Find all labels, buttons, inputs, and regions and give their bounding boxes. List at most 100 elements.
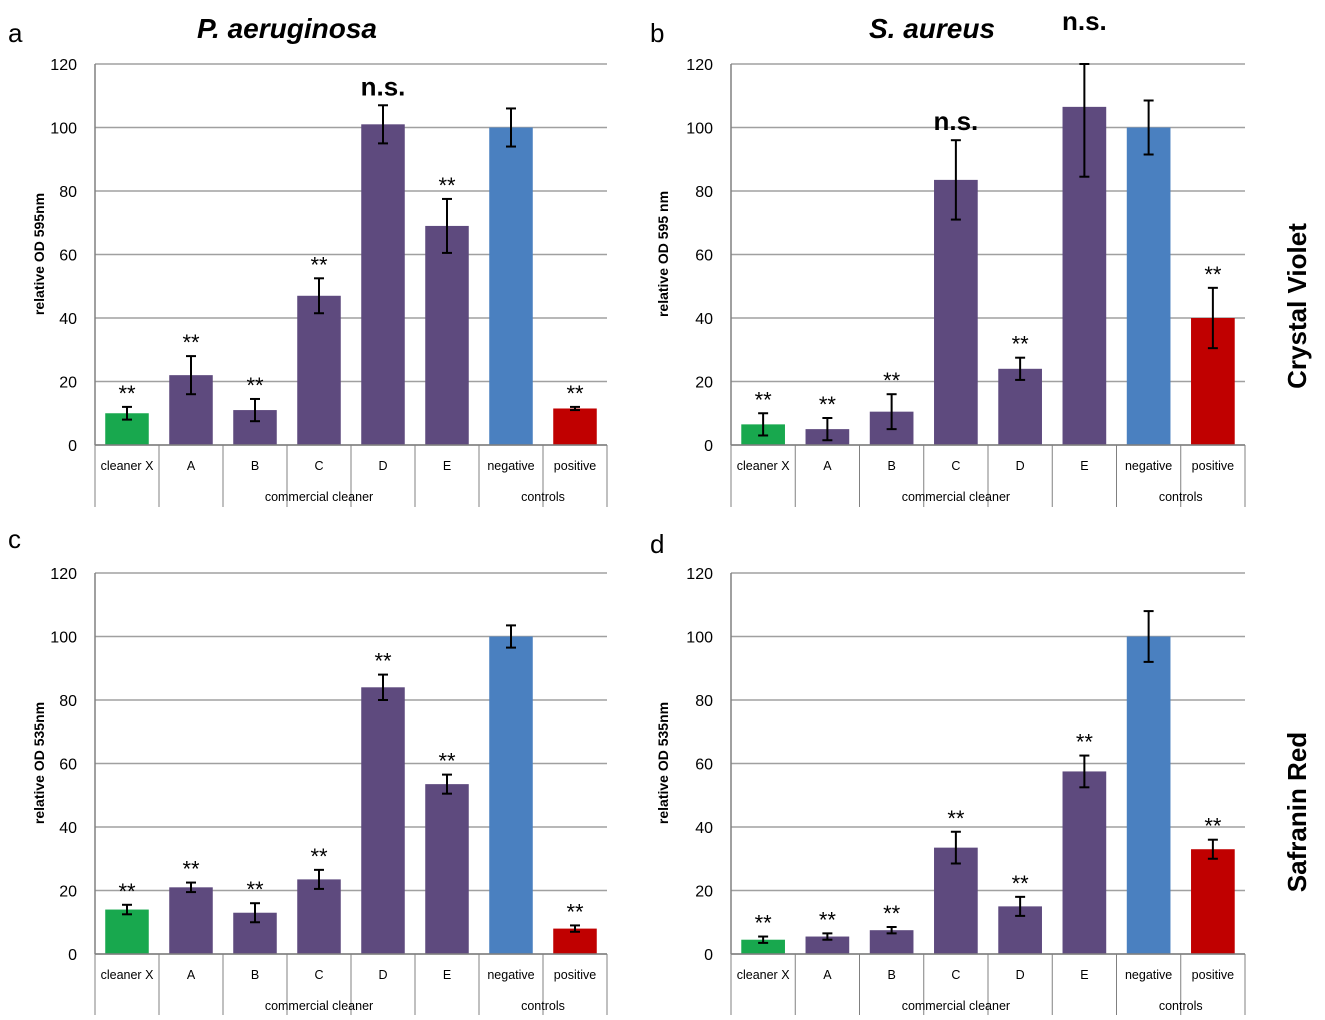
significance-stars: ** <box>438 173 456 198</box>
x-tick-label: D <box>1016 968 1025 982</box>
bar-c <box>297 879 341 954</box>
y-tick-label: 20 <box>59 375 77 392</box>
group-label: commercial cleaner <box>265 490 373 504</box>
x-tick-label: positive <box>554 968 596 982</box>
x-tick-label: E <box>443 459 451 473</box>
bar-d <box>361 687 405 954</box>
bar-e <box>425 225 469 445</box>
x-tick-label: cleaner X <box>737 968 790 982</box>
species-title-right: S. aureus <box>869 13 995 44</box>
y-axis-label: relative OD 595nm <box>31 193 47 315</box>
significance-stars: ** <box>310 252 328 277</box>
significance-stars: ** <box>755 911 773 936</box>
significance-stars: ** <box>1204 814 1222 839</box>
chart-panel-a: 0 20 40 60 80 100 120 relative OD 595nm ** ** ** **… <box>31 57 608 507</box>
y-tick-label: 120 <box>50 566 77 583</box>
chart-panel-d: 0 20 40 60 80 100 120 relative OD 535nm ** ** ** **… <box>655 566 1246 1016</box>
y-tick-label: 0 <box>704 947 713 964</box>
x-tick-label: B <box>251 968 259 982</box>
significance-stars: ** <box>883 368 901 393</box>
bar-negative <box>489 127 533 445</box>
bar-negative <box>1126 636 1171 954</box>
y-tick-label: 100 <box>686 630 713 647</box>
species-title-left: P. aeruginosa <box>197 13 377 44</box>
significance-stars: ** <box>118 879 136 904</box>
x-tick-label: negative <box>487 459 534 473</box>
bar-a <box>805 936 850 954</box>
group-label: controls <box>521 999 565 1013</box>
x-tick-label: cleaner X <box>737 459 790 473</box>
x-tick-label: E <box>1080 459 1088 473</box>
y-tick-label: 120 <box>686 57 713 74</box>
stain-label-bottom: Safranin Red <box>1282 732 1312 892</box>
significance-stars: ** <box>118 381 136 406</box>
significance-stars: ** <box>1204 262 1222 287</box>
bar-positive <box>553 928 597 954</box>
significance-stars: ** <box>182 330 200 355</box>
y-axis-label: relative OD 535nm <box>655 702 671 824</box>
x-tick-label: A <box>823 459 832 473</box>
y-tick-label: 20 <box>59 884 77 901</box>
y-tick-label: 40 <box>695 311 713 328</box>
x-tick-label: positive <box>554 459 596 473</box>
y-tick-label: 120 <box>686 566 713 583</box>
bar-c <box>297 295 341 445</box>
bar-b <box>869 930 914 954</box>
significance-stars: ** <box>1012 871 1030 896</box>
x-tick-label: C <box>314 459 323 473</box>
x-tick-label: negative <box>487 968 534 982</box>
x-tick-label: E <box>443 968 451 982</box>
group-label: controls <box>1159 999 1203 1013</box>
significance-ns: n.s. <box>361 71 406 101</box>
x-tick-label: negative <box>1125 459 1172 473</box>
y-tick-label: 20 <box>695 884 713 901</box>
significance-stars: ** <box>883 901 901 926</box>
stain-label-top: Crystal Violet <box>1282 223 1312 389</box>
panel-letter: b <box>650 18 664 48</box>
y-tick-label: 60 <box>695 757 713 774</box>
significance-stars: ** <box>246 373 264 398</box>
panel-letter: d <box>650 529 664 559</box>
bar-positive <box>1191 849 1235 954</box>
significance-stars: ** <box>566 381 584 406</box>
group-label: commercial cleaner <box>265 999 373 1013</box>
bar-d <box>998 368 1042 445</box>
y-tick-label: 60 <box>59 757 77 774</box>
bar-c <box>934 179 978 445</box>
y-tick-label: 60 <box>695 248 713 265</box>
y-tick-label: 40 <box>695 820 713 837</box>
bar-e <box>425 784 469 954</box>
group-label: controls <box>1159 490 1203 504</box>
significance-stars: ** <box>819 907 837 932</box>
significance-stars: ** <box>819 392 837 417</box>
x-tick-label: D <box>1016 459 1025 473</box>
significance-stars: ** <box>310 844 328 869</box>
group-label: commercial cleaner <box>902 999 1010 1013</box>
group-label: controls <box>521 490 565 504</box>
bar-negative <box>1126 127 1171 445</box>
x-tick-label: positive <box>1192 459 1234 473</box>
y-tick-label: 100 <box>50 121 77 138</box>
y-axis-label: relative OD 595 nm <box>655 191 671 317</box>
x-tick-label: C <box>951 459 960 473</box>
significance-ns: n.s. <box>1062 6 1107 36</box>
x-tick-label: D <box>378 968 387 982</box>
x-tick-label: A <box>187 968 196 982</box>
x-tick-label: B <box>887 968 895 982</box>
significance-stars: ** <box>1012 332 1030 357</box>
chart-panel-b: 0 20 40 60 80 100 120 relative OD 595 nm ** ** ** n… <box>655 6 1246 507</box>
chart-panel-c: 0 20 40 60 80 100 120 relative OD 535nm ** ** ** **… <box>31 566 608 1016</box>
panel-letter: a <box>8 18 23 48</box>
y-tick-label: 100 <box>50 630 77 647</box>
x-tick-label: B <box>251 459 259 473</box>
significance-stars: ** <box>182 857 200 882</box>
bar-c <box>934 847 978 954</box>
y-axis-label: relative OD 535nm <box>31 702 47 824</box>
group-label: commercial cleaner <box>902 490 1010 504</box>
x-tick-label: negative <box>1125 968 1172 982</box>
y-tick-label: 60 <box>59 248 77 265</box>
y-tick-label: 0 <box>704 438 713 455</box>
y-tick-label: 80 <box>695 693 713 710</box>
x-tick-label: C <box>314 968 323 982</box>
